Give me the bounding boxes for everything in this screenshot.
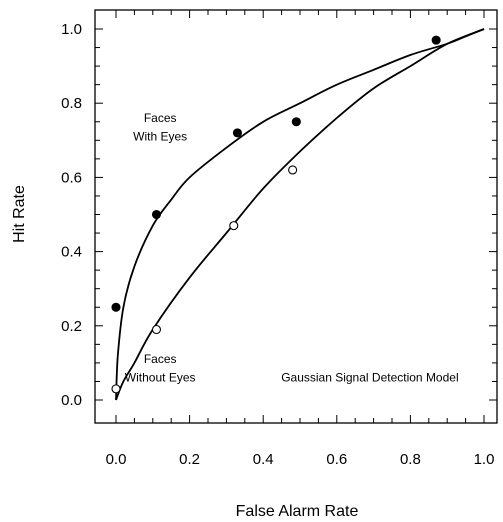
annotation-text: With Eyes bbox=[133, 129, 187, 143]
tick-labels: 0.0 0.2 0.4 0.6 0.8 1.0 0.0 0.2 0.4 0.6 0.8 1.0 bbox=[61, 21, 494, 468]
with-eyes-point bbox=[151, 209, 162, 220]
without-eyes-point bbox=[151, 324, 162, 335]
x-tick-label: 0.0 bbox=[106, 451, 127, 468]
y-tick-label: 1.0 bbox=[61, 21, 82, 38]
x-tick-label: 0.6 bbox=[326, 451, 347, 468]
data-points bbox=[111, 35, 441, 394]
annotation-text: Without Eyes bbox=[125, 370, 196, 384]
without-eyes-fit-curve bbox=[115, 28, 485, 401]
with-eyes-point bbox=[111, 302, 121, 312]
with-eyes-fit-curve bbox=[115, 28, 485, 401]
x-tick-label: 1.0 bbox=[474, 451, 495, 468]
annotation-text: Faces bbox=[144, 352, 177, 366]
y-axis-title: Hit Rate bbox=[11, 185, 28, 243]
x-tick-label: 0.2 bbox=[179, 451, 200, 468]
axis-ticks bbox=[95, 10, 497, 423]
with-eyes-point bbox=[291, 117, 301, 127]
with-eyes-point bbox=[431, 35, 441, 45]
without-eyes-point bbox=[229, 221, 239, 231]
annotation-text: Gaussian Signal Detection Model bbox=[281, 370, 458, 384]
y-tick-label: 0.8 bbox=[61, 95, 82, 112]
y-tick-label: 0.4 bbox=[61, 244, 82, 261]
without-eyes-point bbox=[288, 165, 298, 175]
y-tick-label: 0.2 bbox=[61, 318, 82, 335]
fit-curves bbox=[115, 28, 485, 401]
without-eyes-point bbox=[111, 384, 121, 394]
x-tick-label: 0.4 bbox=[253, 451, 274, 468]
annotation-text: Faces bbox=[144, 111, 177, 125]
x-tick-label: 0.8 bbox=[400, 451, 421, 468]
plot-border bbox=[94, 9, 498, 424]
x-axis-title: False Alarm Rate bbox=[236, 503, 359, 520]
annotations: Faces With Eyes Faces Without Eyes Gaussian … bbox=[125, 111, 459, 385]
with-eyes-point bbox=[232, 128, 242, 138]
plot-frame bbox=[94, 9, 498, 424]
y-tick-label: 0.0 bbox=[61, 392, 82, 409]
y-tick-label: 0.6 bbox=[61, 169, 82, 186]
